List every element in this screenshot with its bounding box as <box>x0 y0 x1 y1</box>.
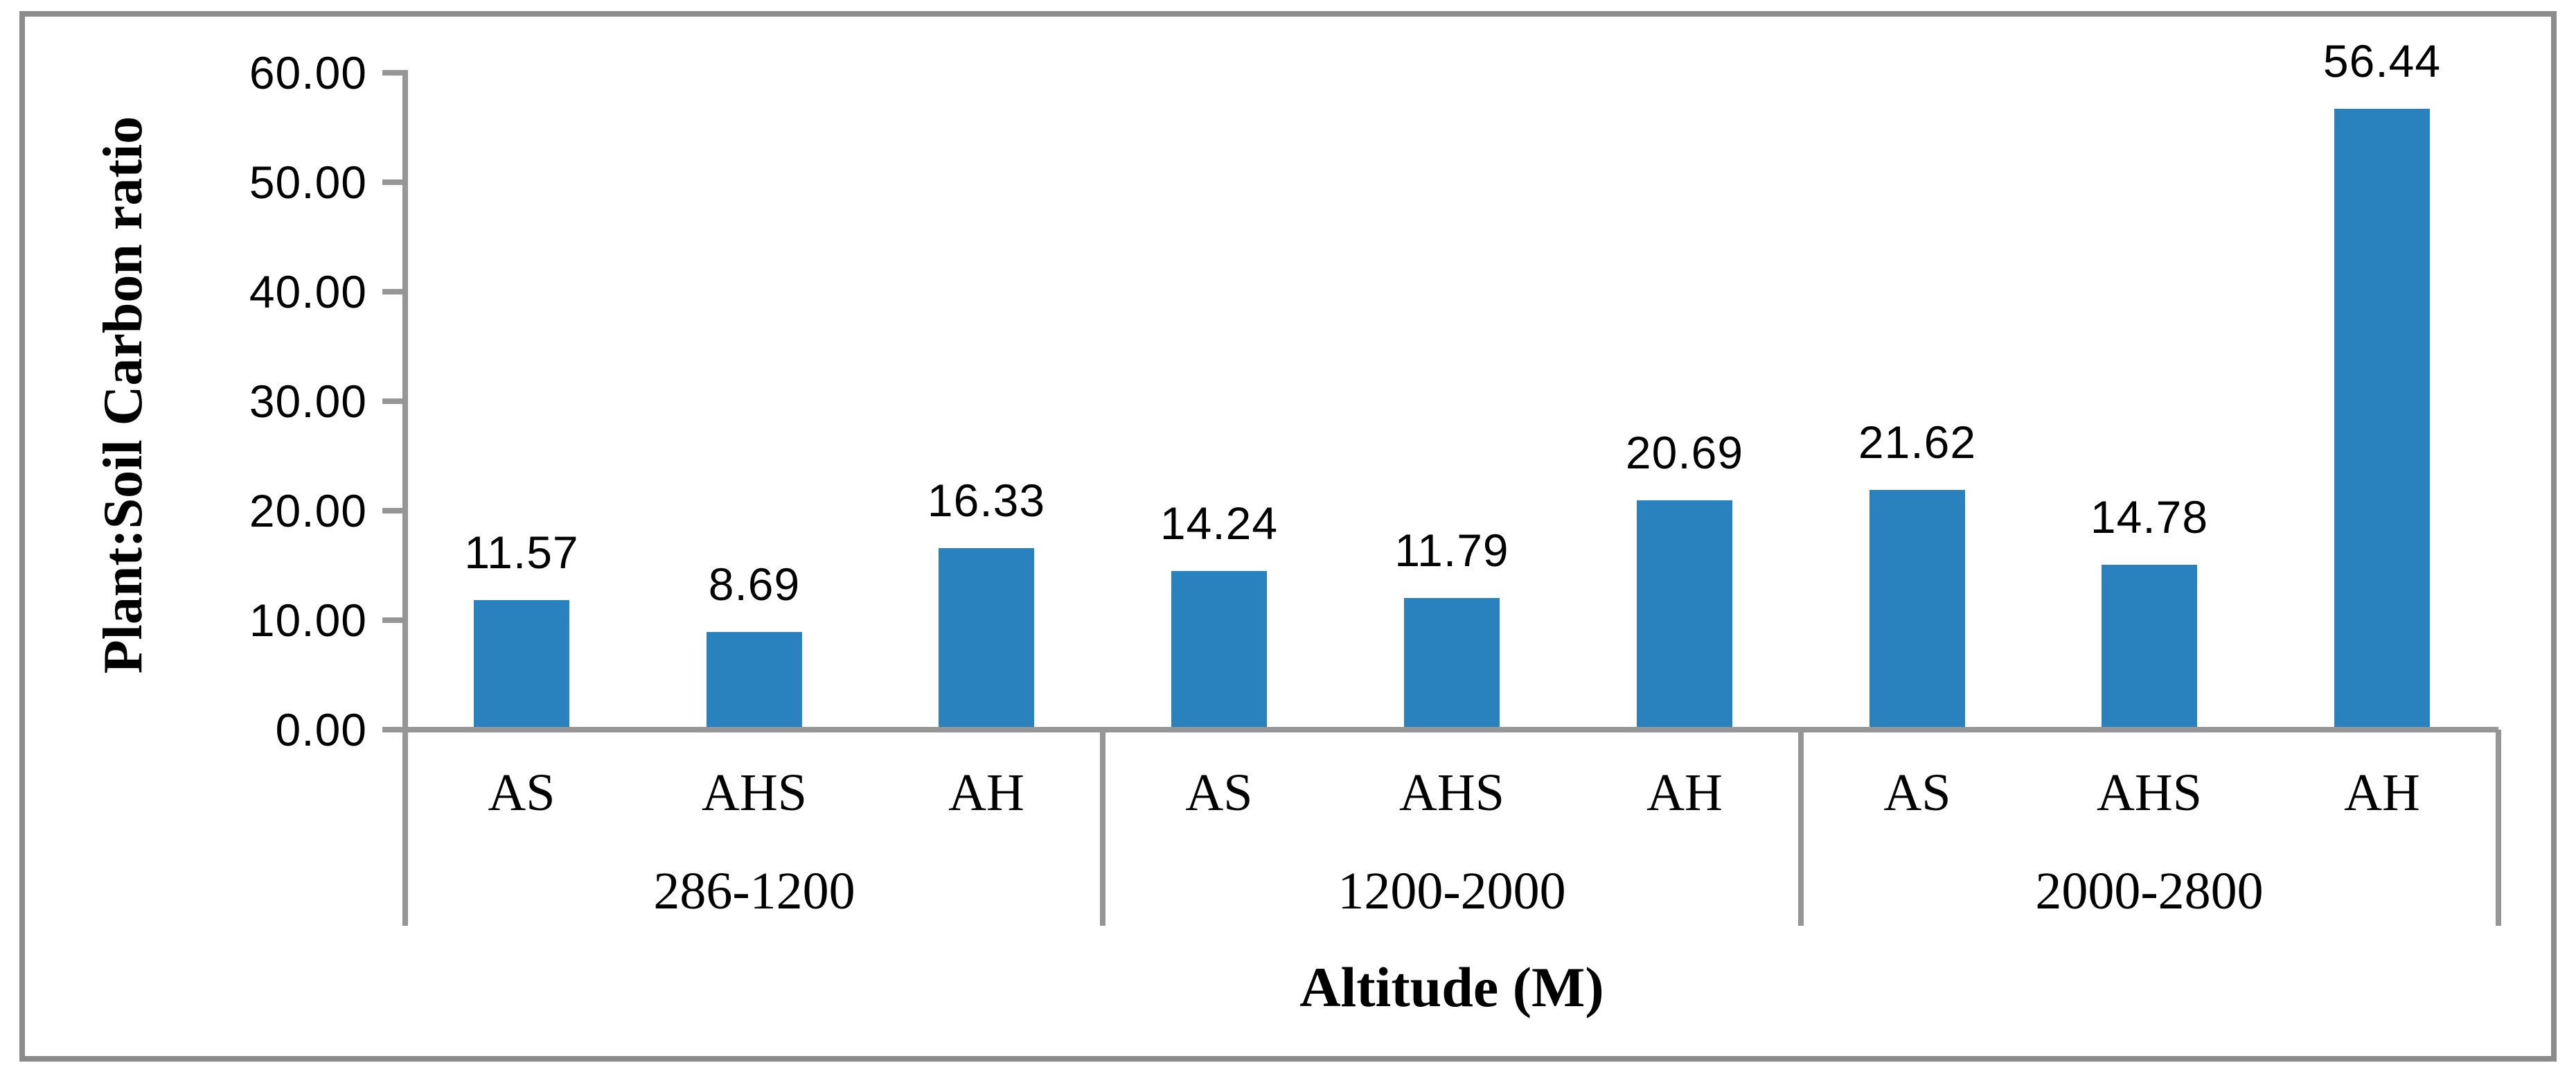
bar <box>1404 598 1500 727</box>
category-label: AS <box>1185 764 1253 822</box>
bar-value-label: 16.33 <box>927 475 1046 526</box>
y-tick-mark <box>382 617 405 623</box>
bar-value-label: 11.79 <box>1394 525 1509 576</box>
bar-value-label: 14.78 <box>2090 491 2209 543</box>
category-label: AHS <box>2096 764 2203 822</box>
group-label: 1200-2000 <box>1338 862 1566 920</box>
bar <box>1637 500 1732 727</box>
bar-value-label: 8.69 <box>708 559 801 610</box>
bar <box>2334 109 2430 727</box>
bar-value-label: 11.57 <box>464 527 579 578</box>
bar-value-label: 14.24 <box>1160 498 1279 549</box>
category-label: AS <box>1883 764 1951 822</box>
category-label: AHS <box>1398 764 1505 822</box>
category-divider-line <box>2496 730 2501 926</box>
category-label: AS <box>488 764 556 822</box>
y-tick-label: 20.00 <box>249 485 367 536</box>
group-label: 286-1200 <box>653 862 855 920</box>
y-tick-mark <box>382 70 405 76</box>
bar <box>939 548 1034 727</box>
category-label: AH <box>2344 764 2420 822</box>
bar <box>2102 565 2197 727</box>
bar <box>1869 490 1965 727</box>
bar <box>474 600 569 727</box>
y-tick-label: 40.00 <box>249 266 367 317</box>
y-tick-mark <box>382 508 405 513</box>
x-axis-line <box>382 727 2498 732</box>
y-axis-line <box>402 70 408 926</box>
y-tick-mark <box>382 289 405 295</box>
chart-border <box>19 11 2557 1062</box>
y-tick-label: 10.00 <box>249 595 367 646</box>
bar <box>707 632 802 727</box>
y-tick-label: 60.00 <box>249 47 367 98</box>
category-label: AHS <box>701 764 808 822</box>
category-divider-line <box>1798 730 1804 926</box>
y-tick-label: 30.00 <box>249 376 367 427</box>
category-label: AH <box>1646 764 1723 822</box>
bar-value-label: 56.44 <box>2322 35 2442 87</box>
bar <box>1171 571 1267 727</box>
category-label: AH <box>948 764 1024 822</box>
y-tick-label: 0.00 <box>275 704 367 755</box>
y-tick-mark <box>382 398 405 404</box>
group-label: 2000-2800 <box>2035 862 2264 920</box>
bar-value-label: 20.69 <box>1625 427 1744 478</box>
bar-value-label: 21.62 <box>1858 416 1977 468</box>
category-divider-line <box>1100 730 1105 926</box>
x-axis-title: Altitude (M) <box>1299 956 1604 1019</box>
y-tick-mark <box>382 179 405 185</box>
y-tick-label: 50.00 <box>249 157 367 208</box>
y-tick-mark <box>382 727 405 732</box>
